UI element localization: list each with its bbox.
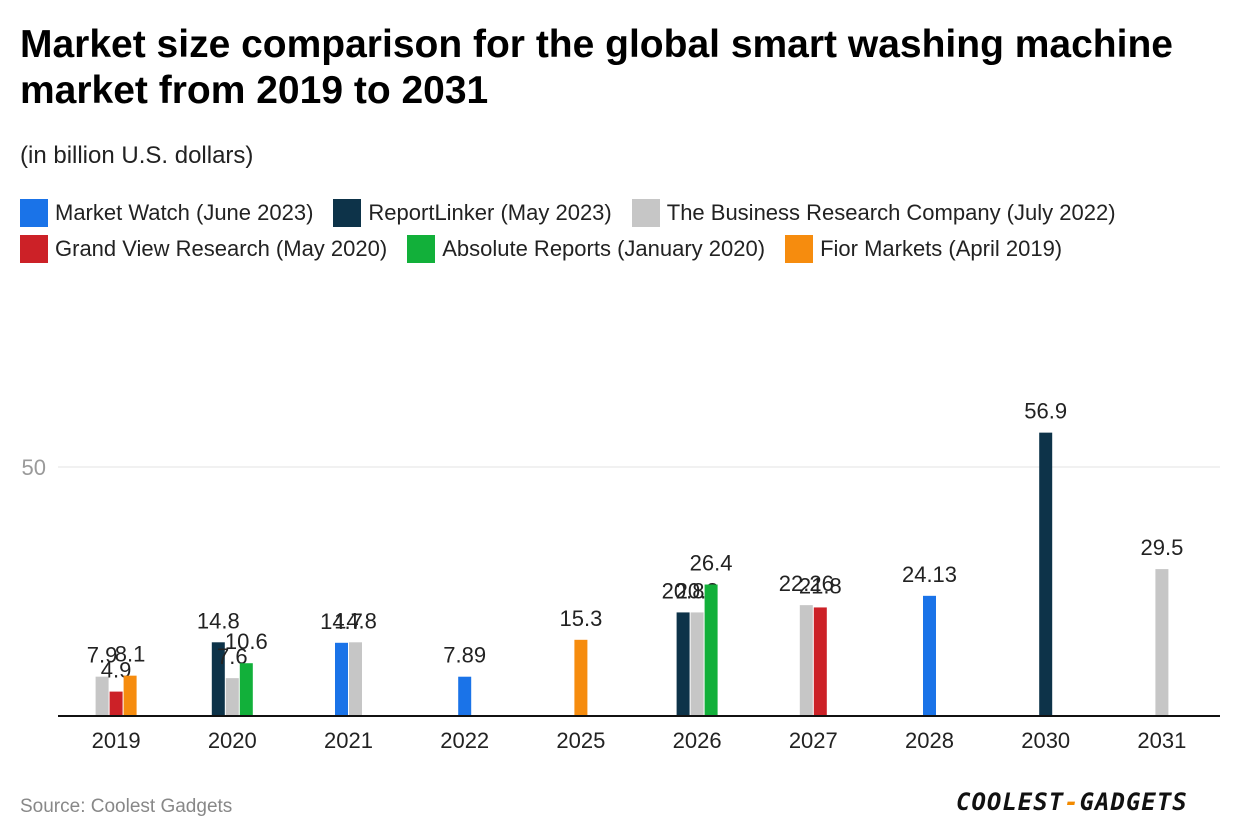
legend: Market Watch (June 2023) ReportLinker (M… — [20, 196, 1220, 268]
legend-item-business-research: The Business Research Company (July 2022… — [631, 199, 1116, 227]
source-note: Source: Coolest Gadgets — [20, 796, 233, 817]
bar-2019-s5 — [123, 675, 137, 716]
legend-swatch-fior-markets — [785, 235, 814, 263]
x-tick-label-2030: 2030 — [1021, 728, 1070, 753]
bar-2019-s3 — [109, 691, 123, 716]
bar-2025-s5 — [574, 639, 588, 716]
legend-item-reportlinker: ReportLinker (May 2023) — [333, 199, 612, 227]
bar-2020-s4 — [239, 663, 253, 716]
legend-item-absolute-reports: Absolute Reports (January 2020) — [407, 235, 765, 263]
data-label-2022-s0: 7.89 — [443, 643, 486, 668]
legend-swatch-market-watch — [20, 199, 48, 227]
logo-dash: - — [1064, 788, 1080, 816]
x-tick-label-2025: 2025 — [556, 728, 605, 753]
data-label-2031-s2: 29.5 — [1140, 535, 1183, 560]
bar-2031-s2 — [1155, 569, 1169, 716]
bar-chart: 507.94.98.1201914.87.610.6202014.714.820… — [22, 399, 1220, 753]
bar-2020-s1 — [211, 642, 225, 716]
logo-text-right: GADGETS — [1079, 788, 1188, 816]
legend-label-absolute-reports: Absolute Reports (January 2020) — [442, 236, 766, 261]
legend-label-fior-markets: Fior Markets (April 2019) — [820, 236, 1063, 261]
x-tick-label-2021: 2021 — [324, 728, 373, 753]
logo-text-left: COOLEST — [956, 788, 1065, 816]
x-tick-label-2019: 2019 — [92, 728, 141, 753]
data-label-2027-s2: 22.26 — [779, 571, 834, 596]
legend-label-reportlinker: ReportLinker (May 2023) — [368, 200, 612, 225]
data-label-2025-s5: 15.3 — [559, 606, 602, 631]
data-label-2027-s3: 21.8 — [799, 573, 842, 598]
bar-2022-s0 — [458, 676, 472, 716]
data-label-2026-s1: 20.8 — [662, 578, 705, 603]
bar-2026-s2 — [690, 612, 704, 716]
legend-label-business-research: The Business Research Company (July 2022… — [666, 200, 1116, 225]
legend-row-2: Grand View Research (May 2020) Absolute … — [20, 232, 1220, 266]
bar-2028-s0 — [923, 595, 936, 716]
bar-2021-s2 — [349, 642, 362, 716]
legend-swatch-absolute-reports — [407, 235, 436, 263]
chart-title: Market size comparison for the global sm… — [20, 23, 1173, 112]
x-tick-label-2026: 2026 — [673, 728, 722, 753]
bar-2027-s2 — [799, 605, 813, 716]
data-label-2021-s2: 14.8 — [334, 608, 377, 633]
legend-swatch-business-research — [631, 199, 660, 227]
legend-swatch-grand-view — [20, 235, 48, 263]
bar-2026-s4 — [704, 584, 718, 716]
bar-2020-s2 — [225, 678, 239, 716]
data-label-2019-s5: 8.1 — [115, 642, 146, 667]
legend-swatch-reportlinker — [333, 199, 362, 227]
x-tick-label-2028: 2028 — [905, 728, 954, 753]
data-label-2021-s0: 14.7 — [320, 609, 363, 634]
data-label-2020-s4: 10.6 — [225, 629, 268, 654]
data-label-2030-s1: 56.9 — [1024, 399, 1067, 424]
data-label-2026-s4: 26.4 — [690, 551, 733, 576]
legend-row-1: Market Watch (June 2023) ReportLinker (M… — [20, 196, 1220, 230]
legend-item-fior-markets: Fior Markets (April 2019) — [785, 235, 1062, 263]
brand-logo: COOLEST-GADGETS — [956, 788, 1188, 816]
x-tick-label-2020: 2020 — [208, 728, 257, 753]
data-label-2019-s2: 7.9 — [87, 643, 118, 668]
x-tick-label-2022: 2022 — [440, 728, 489, 753]
legend-label-grand-view: Grand View Research (May 2020) — [55, 236, 388, 261]
bar-2027-s3 — [813, 607, 827, 716]
data-label-2028-s0: 24.13 — [902, 562, 957, 587]
y-tick-label-50: 50 — [22, 455, 46, 480]
bar-2026-s1 — [676, 612, 690, 716]
legend-label-market-watch: Market Watch (June 2023) — [55, 200, 314, 225]
data-label-2020-s1: 14.8 — [197, 608, 240, 633]
legend-item-market-watch: Market Watch (June 2023) — [20, 199, 313, 227]
x-tick-label-2027: 2027 — [789, 728, 838, 753]
bar-2030-s1 — [1039, 432, 1053, 716]
legend-item-grand-view: Grand View Research (May 2020) — [20, 235, 387, 263]
chart-subtitle: (in billion U.S. dollars) — [20, 142, 254, 169]
x-tick-label-2031: 2031 — [1137, 728, 1186, 753]
bar-2021-s0 — [335, 642, 348, 716]
bar-2019-s2 — [95, 676, 109, 716]
